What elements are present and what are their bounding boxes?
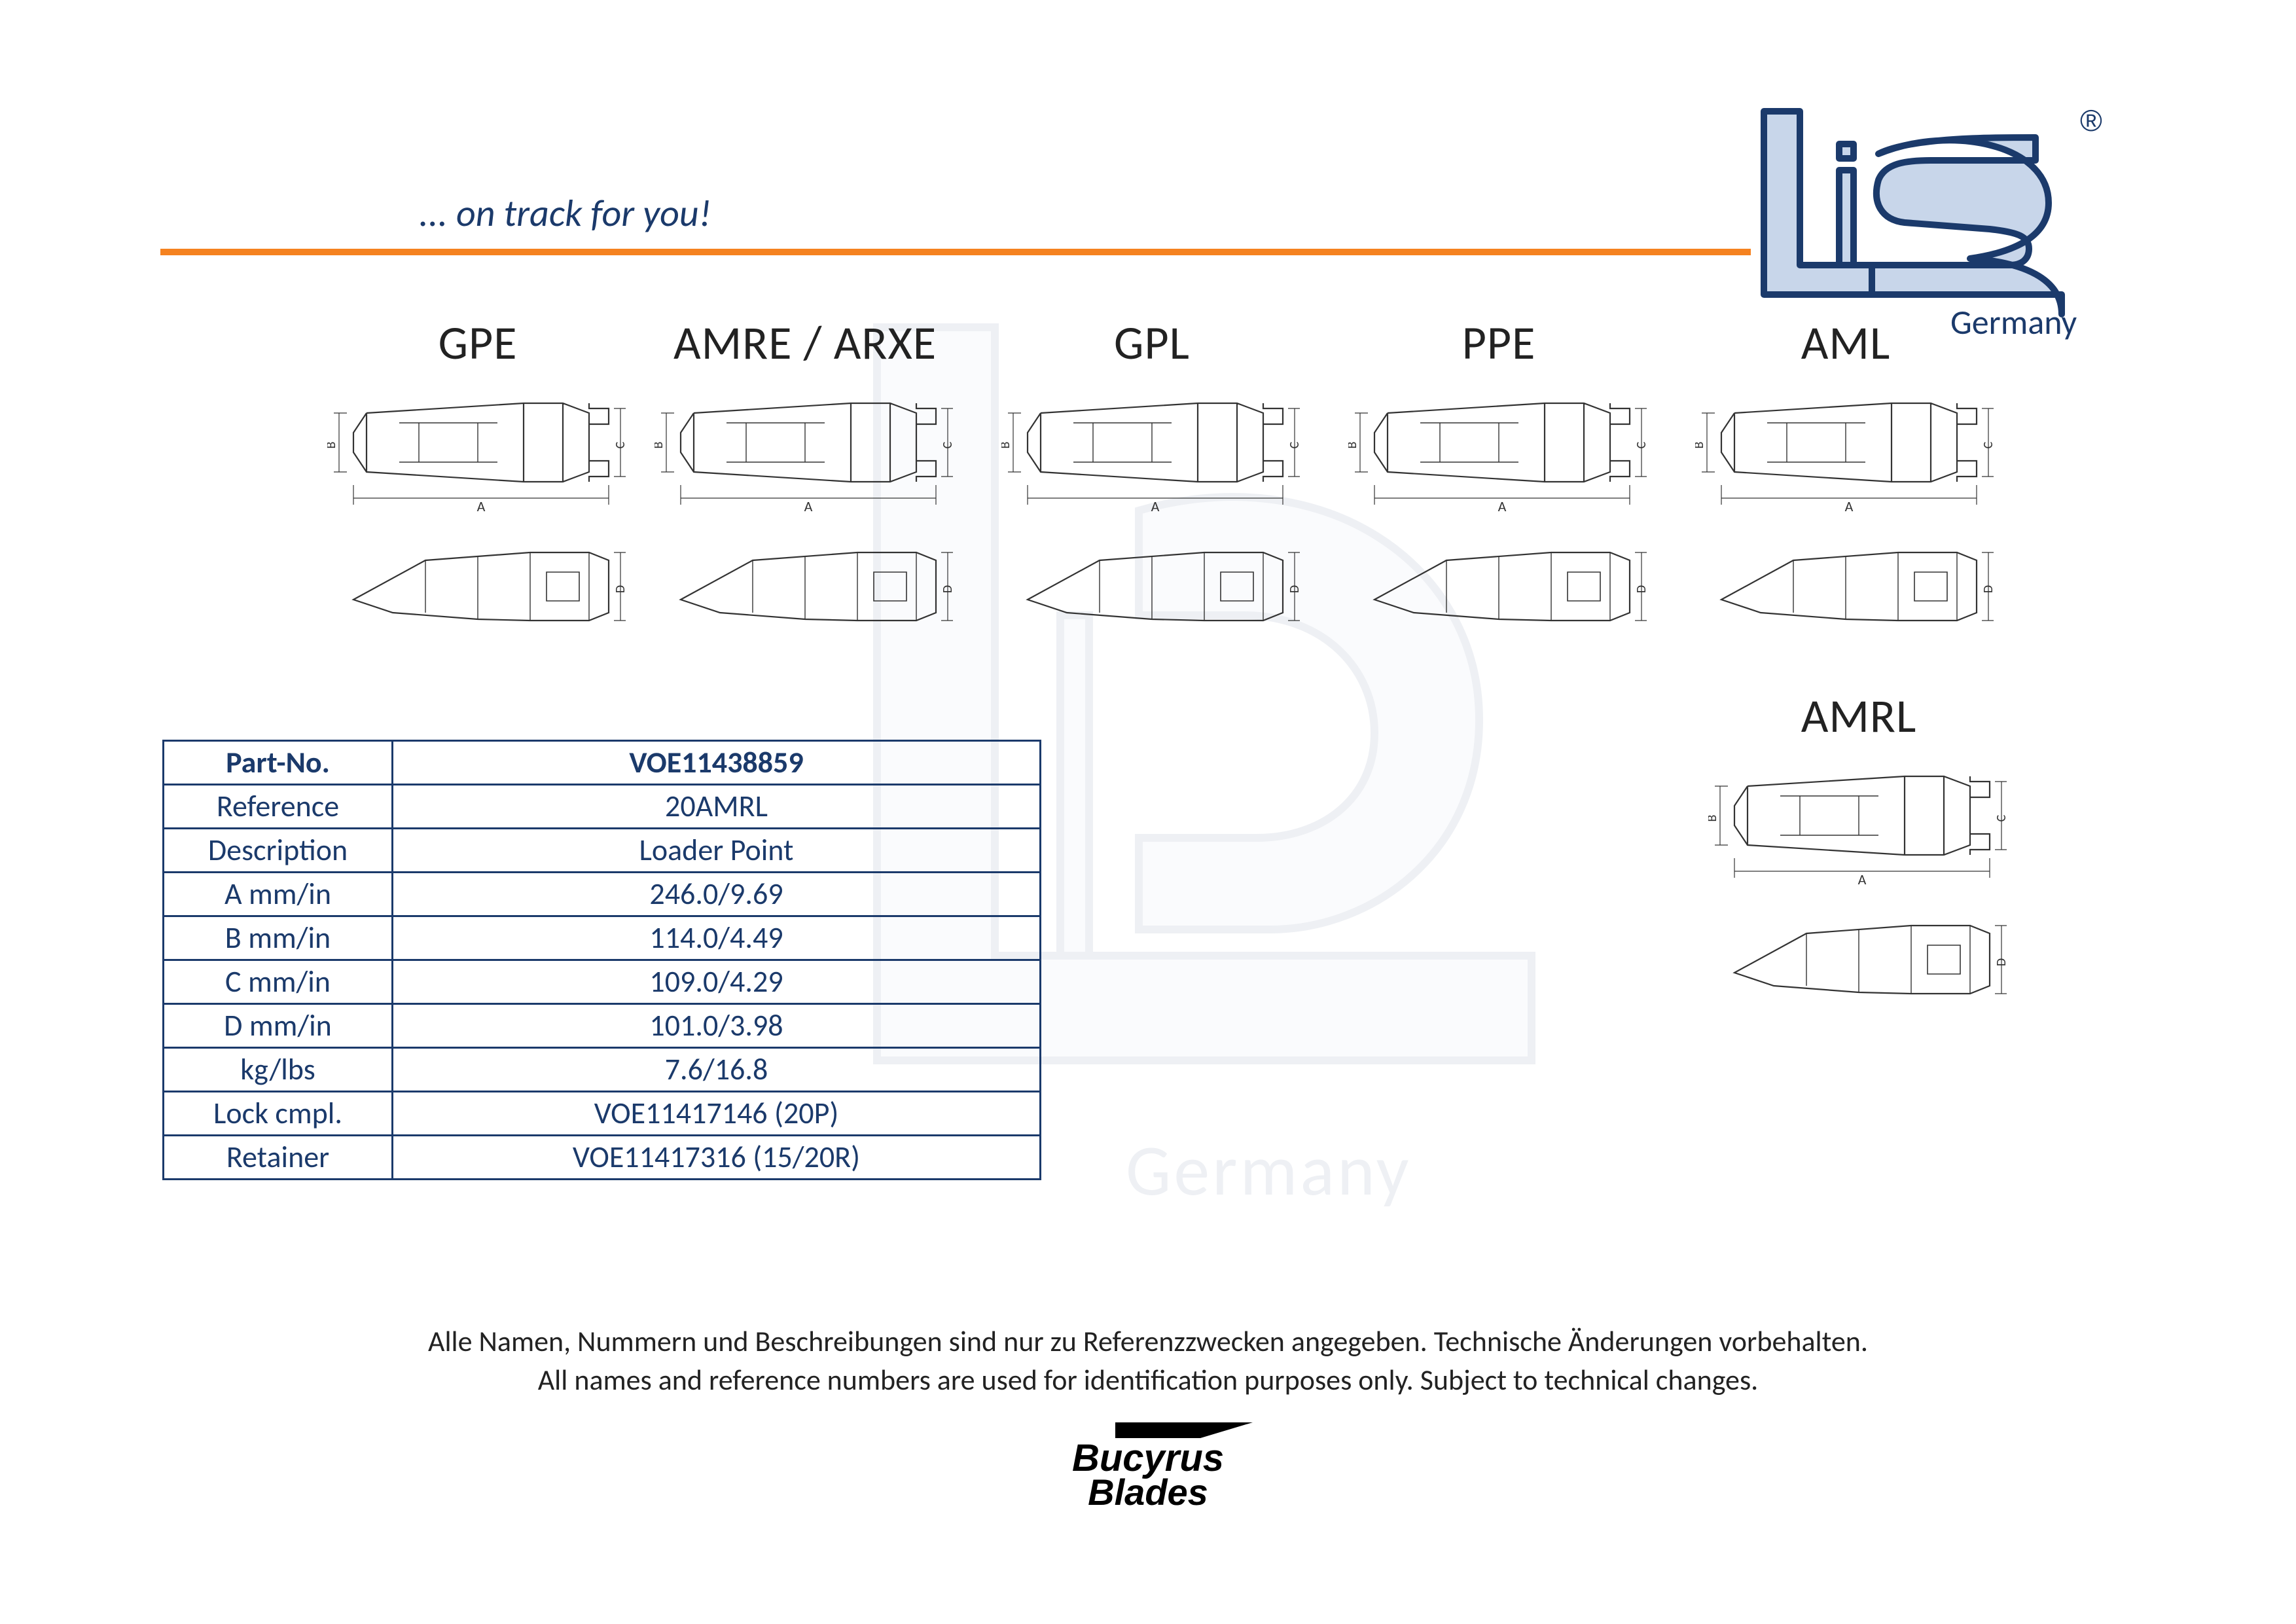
table-row: Lock cmpl.VOE11417146 (20P) [164, 1092, 1041, 1136]
part-drawing [655, 377, 956, 639]
part-drawing [327, 377, 628, 639]
table-row: kg/lbs7.6/16.8 [164, 1048, 1041, 1092]
part-label-amrl: AMRL [1689, 687, 2029, 745]
part-variant: PPE [1335, 314, 1662, 642]
watermark-country: Germany [1126, 1126, 1412, 1214]
spec-value: 109.0/4.29 [393, 960, 1041, 1004]
part-label: GPE [314, 314, 641, 372]
spec-value: 114.0/4.49 [393, 916, 1041, 960]
part-variant-amrl: AMRL [1689, 687, 2029, 1015]
blades-text: Blades [1088, 1471, 1208, 1510]
table-row: A mm/in246.0/9.69 [164, 873, 1041, 916]
table-row: Reference20AMRL [164, 785, 1041, 829]
part-drawing [1348, 377, 1649, 639]
tagline: ... on track for you! [419, 190, 711, 236]
page-header: ... on track for you! ® Germany [0, 79, 2296, 301]
part-variant: AMRE / ARXE [641, 314, 969, 642]
table-row: DescriptionLoader Point [164, 829, 1041, 873]
spec-value: VOE11417316 (15/20R) [393, 1136, 1041, 1180]
part-variants-row: GPEAMRE / ARXE GPL PPE AML [275, 314, 2178, 661]
spec-label: kg/lbs [164, 1048, 393, 1092]
th-partno-value: VOE11438859 [393, 741, 1041, 785]
part-variant: AML [1682, 314, 2009, 642]
disclaimer-en: All names and reference numbers are used… [0, 1361, 2296, 1399]
page-footer: Alle Namen, Nummern und Beschreibungen s… [0, 1322, 2296, 1513]
header-rule [160, 249, 1751, 255]
part-drawing [1001, 377, 1302, 639]
disclaimer-de: Alle Namen, Nummern und Beschreibungen s… [0, 1322, 2296, 1361]
lis-logo: ® Germany [1754, 98, 2121, 347]
spec-label: Reference [164, 785, 393, 829]
spec-label: B mm/in [164, 916, 393, 960]
spec-value: VOE11417146 (20P) [393, 1092, 1041, 1136]
table-row: B mm/in114.0/4.49 [164, 916, 1041, 960]
th-partno-label: Part-No. [164, 741, 393, 785]
logo-country: Germany [1950, 301, 2077, 343]
part-drawing-amrl [1708, 750, 2009, 1012]
spec-label: D mm/in [164, 1004, 393, 1048]
spec-table: Part-No. VOE11438859 Reference20AMRLDesc… [162, 740, 1041, 1180]
spec-value: 7.6/16.8 [393, 1048, 1041, 1092]
part-variant: GPL [988, 314, 1316, 642]
spec-value: 20AMRL [393, 785, 1041, 829]
part-label: PPE [1335, 314, 1662, 372]
spec-value: 101.0/3.98 [393, 1004, 1041, 1048]
part-variant: GPE [314, 314, 641, 642]
part-drawing [1695, 377, 1996, 639]
spec-value: Loader Point [393, 829, 1041, 873]
table-row: D mm/in101.0/3.98 [164, 1004, 1041, 1048]
spec-label: C mm/in [164, 960, 393, 1004]
part-label: AMRE / ARXE [641, 314, 969, 372]
table-header-row: Part-No. VOE11438859 [164, 741, 1041, 785]
part-label: GPL [988, 314, 1316, 372]
spec-value: 246.0/9.69 [393, 873, 1041, 916]
registered-mark: ® [2080, 103, 2102, 137]
table-row: C mm/in109.0/4.29 [164, 960, 1041, 1004]
bucyrus-blades-logo: Bucyrus Blades [1030, 1418, 1266, 1513]
spec-label: Description [164, 829, 393, 873]
spec-label: Retainer [164, 1136, 393, 1180]
spec-label: Lock cmpl. [164, 1092, 393, 1136]
spec-label: A mm/in [164, 873, 393, 916]
table-row: RetainerVOE11417316 (15/20R) [164, 1136, 1041, 1180]
